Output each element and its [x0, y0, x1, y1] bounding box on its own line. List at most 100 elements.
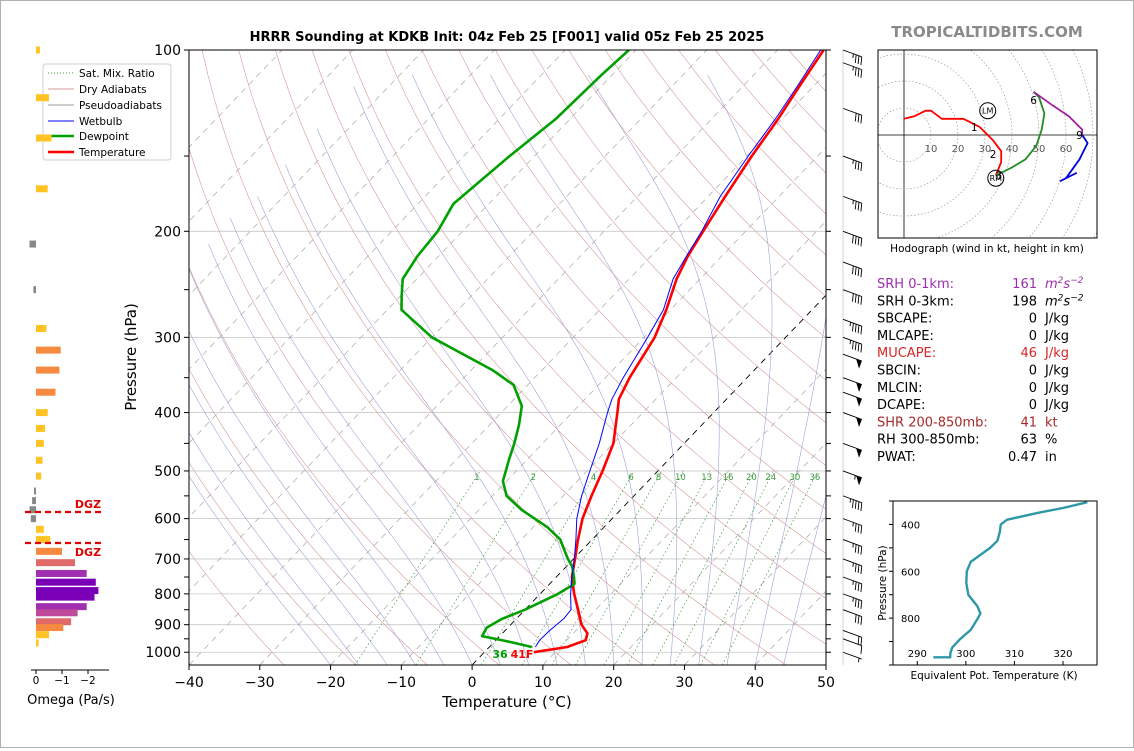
barb-flag — [852, 323, 853, 331]
mixing-ratio-line — [653, 471, 754, 665]
barb-flag — [861, 269, 862, 277]
theta-e-xtick-label: 290 — [908, 649, 927, 660]
barb-flag — [858, 524, 859, 532]
theta-e-ylabel: Pressure (hPa) — [877, 545, 889, 620]
dry-adiabat — [422, 50, 1073, 665]
wind-barb — [843, 639, 862, 654]
index-row: RH 300-850mb:63% — [877, 433, 1057, 448]
pressure-tick-label: 700 — [154, 552, 181, 568]
hodograph-caption: Hodograph (wind in kt, height in km) — [890, 243, 1084, 255]
wind-barb — [843, 652, 862, 662]
chart-title: HRRR Sounding at KDKB Init: 04z Feb 25 [… — [250, 30, 765, 45]
hodograph-ring-label: 20 — [952, 144, 965, 155]
barb-flag — [858, 162, 859, 170]
dewpoint-profile — [402, 50, 629, 647]
wind-barb — [843, 630, 862, 645]
barb-flag — [855, 615, 856, 623]
legend-label-pseudoadiabats: Pseudoadiabats — [79, 100, 162, 112]
index-value: 63 — [1020, 433, 1037, 448]
legend-label-dry-adiabats: Dry Adiabats — [79, 84, 147, 96]
legend-label-mixratio: Sat. Mix. Ratio — [79, 68, 155, 80]
pressure-tick-label: 200 — [154, 224, 181, 240]
theta-e-frame — [893, 501, 1097, 665]
barb-flag — [858, 69, 859, 77]
dry-adiabat — [165, 50, 571, 665]
omega-bar — [36, 624, 63, 631]
dgz-label-top: DGZ — [75, 498, 101, 511]
barb-flag — [858, 545, 859, 553]
theta-e-profile — [933, 502, 1087, 657]
dry-adiabat — [752, 50, 1133, 665]
index-value: 0.47 — [1008, 450, 1037, 465]
index-unit: % — [1045, 433, 1057, 448]
barb-flag — [858, 295, 859, 303]
index-value: 0 — [1029, 381, 1037, 396]
barb-flag — [861, 344, 862, 352]
isotherm — [755, 50, 1133, 665]
omega-bar — [36, 367, 59, 374]
omega-bar — [36, 425, 45, 432]
barb-flag — [855, 267, 856, 275]
hodograph-segment — [904, 111, 980, 127]
pseudoadiabat — [491, 75, 677, 665]
index-label: SHR 200-850mb: — [877, 415, 988, 430]
dry-adiabat — [275, 50, 786, 665]
theta-e-line — [933, 502, 1087, 657]
hodograph-height-label: 1 — [971, 122, 978, 134]
hodograph-ring-label: 40 — [1006, 144, 1019, 155]
pressure-tick-label: 900 — [154, 618, 181, 634]
barb-flag — [852, 266, 853, 274]
dgz-label-bottom: DGZ — [75, 546, 101, 559]
index-unit: kt — [1045, 415, 1058, 430]
pseudoadiabat — [285, 165, 557, 665]
omega-bar — [33, 286, 36, 293]
barb-flag — [861, 525, 862, 533]
barb-flag — [861, 115, 862, 123]
theta-e-ytick-label: 800 — [901, 614, 920, 625]
barb-flag — [858, 56, 859, 64]
index-value: 198 — [1012, 294, 1037, 309]
isotherm — [331, 50, 920, 665]
legend-label-wetbulb: Wetbulb — [79, 116, 123, 128]
barb-flag — [861, 163, 862, 171]
mixing-ratio-label: 1 — [474, 473, 479, 483]
theta-e-ytick-label: 400 — [901, 520, 920, 531]
omega-xlabel: Omega (Pa/s) — [27, 693, 115, 708]
omega-bar — [36, 94, 49, 101]
skew-t-axes-frame — [189, 50, 826, 665]
dry-adiabat — [532, 50, 1133, 665]
barb-flag — [855, 582, 856, 590]
omega-tick-label: −1 — [54, 675, 69, 687]
barb-flag — [855, 68, 856, 76]
mixing-ratio-label: 36 — [809, 473, 820, 483]
mixing-ratio-line — [355, 471, 480, 665]
barb-flag — [855, 501, 856, 509]
wind-barb — [843, 354, 862, 368]
temperature-tick-label: 30 — [676, 675, 694, 691]
barb-flag — [855, 113, 856, 121]
barb-flag — [852, 500, 853, 508]
temperature-tick-label: −30 — [245, 675, 275, 691]
temperature-tick-label: −40 — [174, 675, 204, 691]
omega-bar — [36, 526, 44, 533]
barb-flag — [858, 343, 859, 351]
index-label: MLCAPE: — [877, 329, 934, 344]
barb-flag — [858, 636, 859, 644]
hodograph-ring-label: 60 — [1060, 144, 1073, 155]
index-value: 0 — [1029, 398, 1037, 413]
mixing-ratio-line — [481, 471, 597, 665]
barb-flag — [858, 502, 859, 510]
barb-flag — [858, 237, 859, 245]
wind-barb — [843, 337, 862, 352]
barb-flag — [855, 564, 856, 572]
hodograph-segment — [996, 92, 1045, 176]
wind-barb — [843, 156, 862, 171]
wind-barb — [843, 471, 862, 485]
wind-barb — [843, 108, 862, 123]
